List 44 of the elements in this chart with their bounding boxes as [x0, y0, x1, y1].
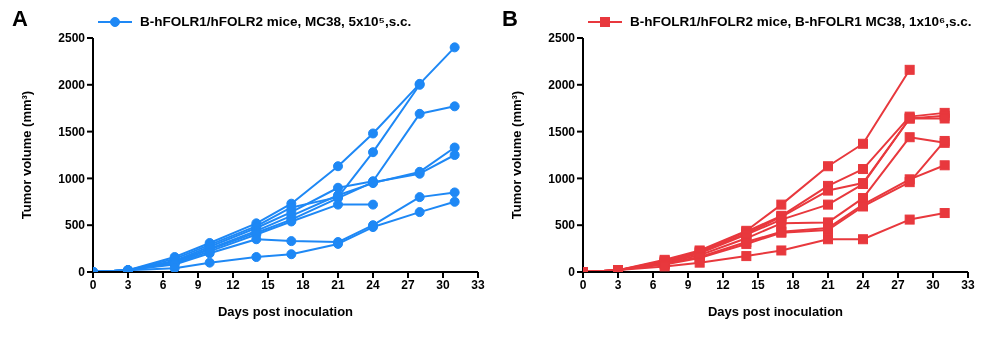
chart-title: B [502, 6, 518, 32]
x-axis-title: Days post inoculation [217, 304, 354, 319]
x-tick-label: 9 [684, 277, 692, 292]
y-tick-label: 1000 [58, 171, 86, 186]
x-tick-label: 6 [159, 277, 167, 292]
y-tick-label: 1500 [548, 124, 576, 139]
y-tick-label: 1500 [58, 124, 86, 139]
x-tick-label: 3 [124, 277, 132, 292]
y-tick-label: 2500 [58, 31, 86, 46]
x-tick-label: 15 [751, 277, 765, 292]
x-tick-label: 12 [226, 277, 240, 292]
y-tick-label: 2000 [58, 78, 86, 93]
y-axis-title: Tumor volume (mm³) [18, 90, 34, 220]
x-tick-label: 30 [436, 277, 450, 292]
x-tick-label: 6 [649, 277, 657, 292]
y-tick-label: 2000 [548, 78, 576, 93]
y-tick-label: 500 [554, 218, 576, 233]
legend-label: B-hFOLR1/hFOLR2 mice, B-hFOLR1 MC38, 1x10⁶,s.c. [630, 14, 972, 29]
x-tick-label: 27 [401, 277, 415, 292]
x-tick-label: 12 [716, 277, 730, 292]
x-tick-label: 9 [194, 277, 202, 292]
x-tick-label: 33 [471, 277, 485, 292]
y-axis-title: Tumor volume (mm³) [508, 90, 524, 220]
x-tick-label: 30 [926, 277, 940, 292]
x-tick-label: 3 [614, 277, 622, 292]
y-tick-label: 0 [568, 265, 576, 280]
x-tick-label: 18 [296, 277, 310, 292]
y-tick-label: 2500 [548, 31, 576, 46]
x-tick-label: 27 [891, 277, 905, 292]
y-tick-label: 0 [78, 265, 86, 280]
chart-title: A [12, 6, 28, 32]
x-tick-label: 0 [89, 277, 97, 292]
x-tick-label: 21 [331, 277, 345, 292]
x-tick-label: 24 [366, 277, 380, 292]
legend-label: B-hFOLR1/hFOLR2 mice, MC38, 5x10⁵,s.c. [140, 14, 412, 29]
x-tick-label: 21 [821, 277, 835, 292]
x-tick-label: 33 [961, 277, 975, 292]
x-tick-label: 0 [579, 277, 587, 292]
x-tick-label: 15 [261, 277, 275, 292]
x-tick-label: 18 [786, 277, 800, 292]
y-tick-label: 500 [64, 218, 86, 233]
x-tick-label: 24 [856, 277, 870, 292]
x-axis-title: Days post inoculation [707, 304, 844, 319]
y-tick-label: 1000 [548, 171, 576, 186]
